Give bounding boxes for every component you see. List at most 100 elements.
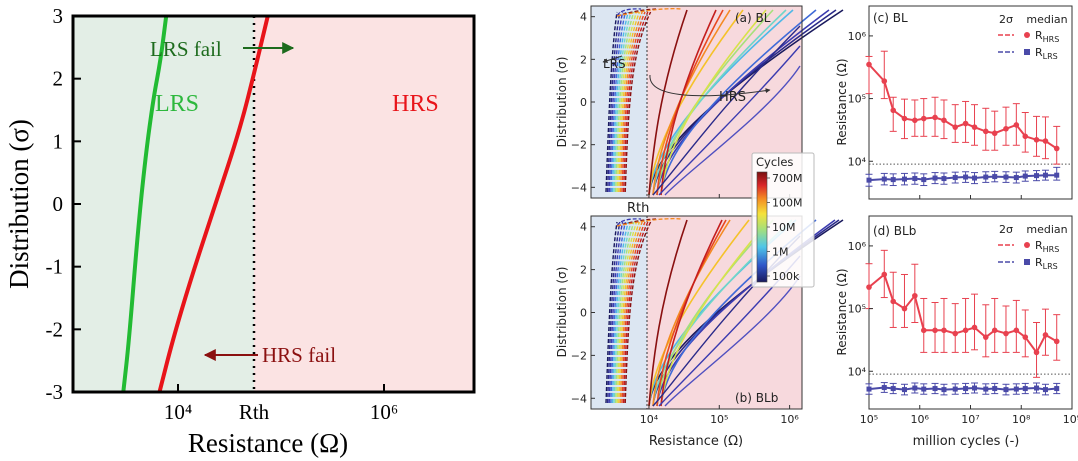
pc-lrs-marker — [1022, 173, 1028, 179]
colorbar-title: Cycles — [756, 155, 793, 169]
pc-hrs-marker — [1022, 133, 1029, 140]
pc-lrs-marker — [983, 174, 989, 180]
pc-lrs-marker — [1054, 172, 1060, 178]
pa-curves-lrs-curve — [610, 11, 627, 193]
pb-curves-lrs-curve — [605, 221, 618, 404]
pb-curves-lrs-curve — [606, 221, 621, 404]
pc-lrs-marker — [901, 176, 907, 182]
pd-lrs-marker — [881, 385, 887, 391]
pc-lrs-marker — [972, 175, 978, 181]
pb-x-tick-label: 10⁵ — [710, 413, 728, 426]
colorbar-label: 1M — [772, 246, 789, 259]
pd-lrs-marker — [992, 386, 998, 392]
pd-hrs-marker — [1013, 327, 1020, 334]
left-y-tick-label: 2 — [53, 67, 64, 91]
pa-curves-hrs-curve — [652, 9, 731, 196]
pb-curves-lrs-curve — [613, 221, 632, 404]
pc-y-tick-label: 10⁴ — [848, 155, 867, 168]
pc-lrs-marker — [992, 174, 998, 180]
pc-hrs-marker — [1053, 145, 1060, 152]
pa-curves-lrs-curve — [611, 11, 629, 193]
pc-hrs-marker — [952, 124, 959, 130]
pd-hrs-marker — [901, 305, 908, 312]
pd-lrs-marker — [912, 385, 918, 391]
pb-y-tick-label: 2 — [580, 264, 587, 277]
pa-curves-lrs-tail — [616, 8, 642, 17]
pb-curves-hrs-tail-curve — [664, 275, 801, 407]
pd-hrs-marker — [932, 327, 938, 334]
panel-b-chart: 4 2 0 −2 −4 10⁴ 10⁵ 10⁶ Rth (b) BLb Distributi… — [555, 201, 844, 449]
colorbar-label: 100M — [772, 197, 803, 210]
pc-hrs-marker — [982, 128, 989, 135]
pd-hrs-marker — [890, 298, 897, 305]
pd-lrs-marker — [1054, 386, 1060, 392]
pc-lrs-marker — [912, 176, 918, 182]
pc-legend-header-2sigma: 2σ — [999, 13, 1013, 26]
pc-hrs-marker — [932, 114, 938, 121]
pc-lrs-marker — [1013, 175, 1019, 181]
lrs-fail-label: LRS fail — [150, 37, 222, 61]
panel-b-rth-label: Rth — [627, 201, 649, 216]
left-series-lrs — [121, 15, 169, 393]
pa-curves-hrs-curve — [660, 9, 767, 196]
pd-legend-swatch-marker — [1024, 259, 1030, 265]
pd-hrs-marker — [962, 327, 969, 334]
pb-x-tick-label: 10⁴ — [640, 413, 659, 426]
pa-curves-lrs-curve — [614, 11, 635, 193]
pd-hrs-marker — [1033, 349, 1040, 356]
panel-a-lrs-region — [591, 6, 647, 198]
pd-legend-header-median: median — [1026, 223, 1067, 236]
pd-lrs-marker — [1013, 386, 1019, 392]
left-y-axis-label: Distribution (σ) — [4, 119, 34, 289]
pc-lrs-marker — [1042, 172, 1048, 178]
pb-curves-hrs-curve — [656, 219, 727, 407]
pd-lrs-marker — [983, 386, 989, 392]
pd-hrs-marker — [952, 330, 959, 337]
panel-a-title: (a) BL — [735, 11, 771, 25]
left-y-tick-label: 3 — [53, 4, 64, 28]
pd-lrs-marker — [932, 386, 938, 392]
left-x-axis-label: Resistance (Ω) — [188, 428, 348, 458]
pd-x-tick-label: 10⁶ — [911, 413, 930, 426]
pb-curves-lrs-curve — [611, 221, 629, 404]
pb-curves-lrs-curve — [624, 221, 652, 404]
pa-curves-lrs-tail — [616, 8, 682, 17]
pc-legend-swatch-marker — [1024, 32, 1030, 38]
pc-lrs-marker — [881, 176, 887, 182]
pd-x-tick-label: 10⁹ — [1063, 413, 1078, 426]
panel-d-y-label: Resistance (Ω) — [835, 268, 849, 355]
pb-y-tick-label: 0 — [580, 307, 587, 320]
pc-lrs-marker — [1003, 174, 1009, 180]
pd-legend-header-2sigma: 2σ — [999, 223, 1013, 236]
pa-curves-lrs-curve — [622, 11, 649, 193]
panel-a-hrs-arrow — [649, 74, 771, 97]
pd-hrs-marker — [941, 327, 947, 334]
pd-lrs-marker — [866, 386, 872, 392]
pd-hrs-marker — [1022, 334, 1029, 340]
pd-lrs-marker — [963, 386, 969, 392]
pb-curves-hrs-curve — [652, 219, 731, 407]
pb-curves-lrs-curve — [622, 221, 649, 404]
cycles-colorbar: Cycles 700M 100M 10M 1M 100k — [751, 152, 815, 288]
pd-x-tick-label: 10⁷ — [961, 413, 979, 426]
pa-curves-lrs-curve — [619, 11, 643, 193]
pa-curves-hrs-curve — [648, 9, 688, 196]
pc-hrs-marker — [941, 117, 947, 124]
left-y-tick-label: 1 — [53, 129, 64, 153]
pa-curves-hrs-curve — [656, 9, 774, 196]
pb-curves-lrs-tail — [616, 218, 642, 227]
pa-curves-lrs-curve — [618, 11, 641, 193]
pb-y-tick-label: −2 — [571, 349, 587, 362]
pa-y-tick-label: −2 — [571, 139, 587, 152]
panel-a-lrs-arrow — [602, 55, 623, 64]
panel-b-lrs-region — [591, 216, 647, 409]
left-x-tick-label: 10⁴ — [164, 400, 192, 424]
pa-curves-hrs-curve — [660, 9, 817, 196]
pd-hrs-marker — [912, 292, 918, 299]
panel-c-y-label: Resistance (Ω) — [835, 58, 849, 145]
pc-lrs-marker — [921, 177, 927, 183]
pc-hrs-marker — [881, 78, 888, 84]
pc-lrs-marker — [963, 174, 969, 180]
pc-lrs-marker — [866, 177, 872, 183]
pd-lrs-marker — [941, 387, 947, 393]
